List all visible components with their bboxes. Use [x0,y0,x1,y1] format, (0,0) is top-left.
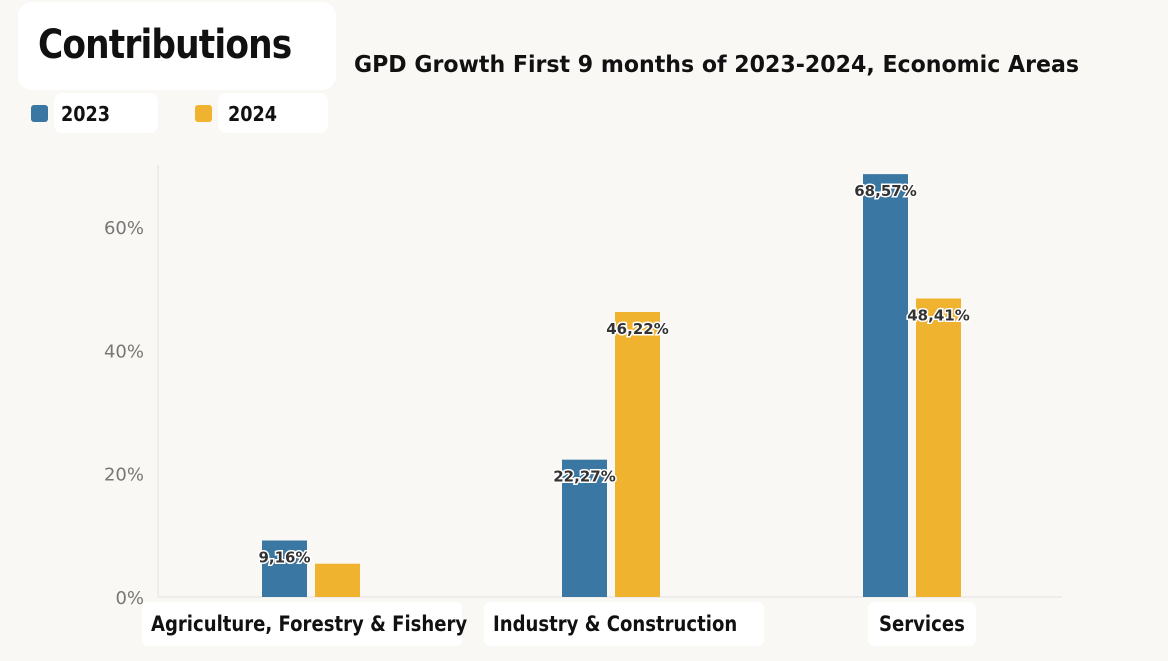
data-label-2024-2: 48,41% [907,306,969,324]
page-title: Contributions [38,22,292,68]
legend-box-2024 [218,93,328,133]
data-label-2024-1: 46,22% [606,320,668,338]
bar-2023-1 [562,459,607,597]
category-box-services [868,602,976,646]
data-label-2023-0: 9,16% [258,549,310,567]
data-label-2023-2: 68,57% [854,182,916,200]
legend-label-2024: 2024 [228,102,277,126]
legend-swatch-2023 [31,105,48,122]
category-box-industry [484,602,764,646]
category-label-services: Services [879,612,965,636]
bar-2024-2 [916,298,961,597]
title-box [18,2,336,90]
y-tick-label: 40% [104,341,144,362]
y-tick-label: 20% [104,465,144,486]
legend-box-2023 [54,93,158,133]
y-tick-label: 0% [115,588,144,609]
bar-2023-0 [262,540,307,597]
bar-2024-1 [615,311,660,597]
y-tick-label: 60% [104,218,144,239]
category-label-industry: Industry & Construction [493,612,738,636]
category-box-agriculture [142,602,462,646]
legend-swatch-2024 [195,105,212,122]
chart-subtitle: GPD Growth First 9 months of 2023-2024, … [354,52,1080,78]
category-label-agriculture: Agriculture, Forestry & Fishery [151,612,468,636]
bar-2024-0 [315,563,360,597]
bar-2023-2 [863,174,908,597]
legend-label-2023: 2023 [61,102,110,126]
data-label-2023-1: 22,27% [553,468,615,486]
